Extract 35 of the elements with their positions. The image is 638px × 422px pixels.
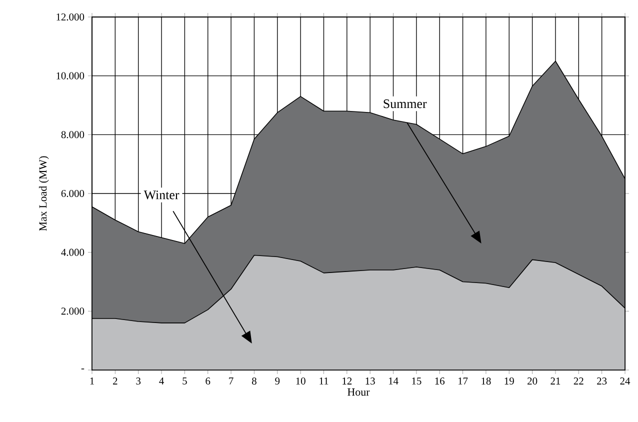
y-tick-label: 10.000 (56, 72, 84, 80)
x-tick-label: 12 (342, 378, 352, 384)
series-label: Summer (384, 99, 427, 108)
x-tick-label: 6 (206, 378, 210, 385)
y-tick-label: 12.000 (56, 13, 84, 21)
x-tick-label: 14 (388, 378, 398, 384)
x-tick-label: 23 (597, 378, 607, 385)
x-tick-label: 22 (574, 378, 584, 384)
x-tick-label: 4 (159, 378, 164, 384)
x-tick-label: 13 (366, 378, 375, 385)
x-tick-label: 24 (620, 378, 630, 384)
y-axis-title: Max Load (MW) (38, 156, 49, 231)
x-axis-title: Hour (348, 388, 370, 396)
x-tick-label: 11 (320, 378, 328, 384)
x-tick-label: 21 (550, 378, 560, 384)
x-tick-label: 19 (504, 378, 514, 385)
x-tick-label: 3 (136, 378, 141, 385)
x-tick-label: 16 (435, 378, 445, 385)
y-tick-label: 8.000 (61, 131, 84, 138)
x-tick-label: 2 (113, 378, 118, 384)
x-tick-label: 5 (182, 378, 187, 384)
x-tick-label: 7 (229, 378, 234, 384)
x-tick-label: 20 (528, 378, 538, 385)
x-tick-label: 9 (275, 378, 280, 385)
x-tick-label: 15 (412, 378, 422, 385)
y-tick-label: 4.000 (61, 248, 84, 256)
y-tick-label: - (81, 368, 84, 370)
x-tick-label: 1 (90, 378, 94, 384)
x-tick-label: 8 (252, 378, 256, 385)
x-tick-label: 17 (458, 378, 468, 384)
text: Winter (144, 190, 180, 200)
x-tick-label: 10 (296, 378, 306, 385)
y-tick-label: 2.000 (61, 308, 84, 315)
x-tick-label: 18 (482, 378, 491, 385)
y-tick-label: 6.000 (61, 190, 84, 198)
